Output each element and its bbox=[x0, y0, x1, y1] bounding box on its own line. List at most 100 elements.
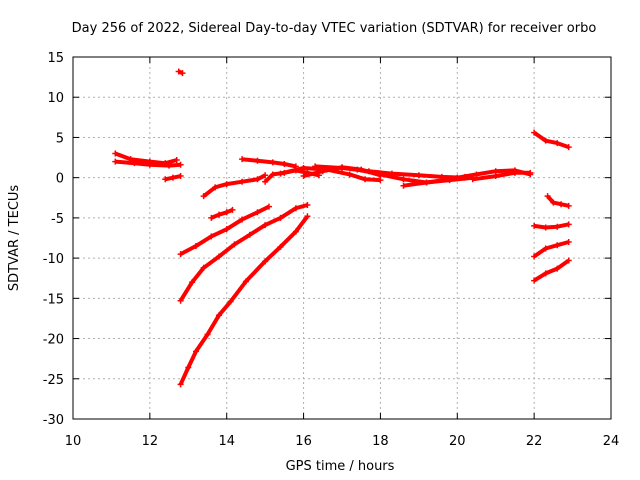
data-point bbox=[223, 226, 230, 233]
trace-sat-t bbox=[546, 194, 570, 208]
y-tick-label: -5 bbox=[51, 212, 64, 227]
data-point bbox=[173, 156, 180, 163]
trace-sat-o bbox=[472, 170, 531, 182]
data-point bbox=[565, 257, 572, 264]
data-point bbox=[242, 278, 249, 285]
data-point bbox=[112, 158, 119, 165]
trace-sat-g bbox=[241, 157, 297, 169]
x-axis-label: GPS time / hours bbox=[286, 459, 395, 474]
data-point bbox=[544, 193, 551, 200]
data-point bbox=[262, 258, 269, 265]
data-point bbox=[542, 224, 549, 231]
data-point bbox=[304, 213, 311, 220]
data-point bbox=[400, 182, 407, 189]
data-point bbox=[223, 181, 230, 188]
data-point bbox=[354, 166, 361, 173]
data-point bbox=[492, 173, 499, 180]
y-tick-label: -10 bbox=[43, 252, 64, 267]
data-point bbox=[304, 202, 311, 209]
data-point bbox=[177, 297, 184, 304]
x-tick-label: 12 bbox=[142, 434, 159, 449]
data-point bbox=[312, 163, 319, 170]
data-point bbox=[300, 165, 307, 172]
x-tick-label: 14 bbox=[218, 434, 235, 449]
data-point bbox=[377, 171, 384, 178]
data-point bbox=[239, 156, 246, 163]
data-point bbox=[246, 231, 253, 238]
data-point bbox=[542, 137, 549, 144]
plot-frame bbox=[72, 56, 612, 420]
data-point bbox=[565, 239, 572, 246]
data-point bbox=[346, 171, 353, 178]
data-point bbox=[175, 68, 182, 75]
data-point bbox=[227, 298, 234, 305]
data-point bbox=[269, 171, 276, 178]
trace-sat-f bbox=[210, 207, 234, 220]
data-point bbox=[254, 157, 261, 164]
grid-lines bbox=[73, 57, 611, 419]
y-tick-label: 0 bbox=[56, 172, 64, 187]
data-point bbox=[277, 214, 284, 221]
data-point bbox=[112, 150, 119, 157]
data-point bbox=[277, 170, 284, 177]
trace-sat-v bbox=[532, 240, 570, 259]
data-point bbox=[189, 279, 196, 286]
data-point bbox=[531, 222, 538, 229]
data-point bbox=[554, 223, 561, 230]
data-point bbox=[254, 176, 261, 183]
trace-sat-e bbox=[202, 173, 267, 198]
chart-title: Day 256 of 2022, Sidereal Day-to-day VTE… bbox=[72, 21, 597, 36]
data-point bbox=[473, 171, 480, 178]
data-point bbox=[446, 176, 453, 183]
data-point bbox=[269, 159, 276, 166]
data-point bbox=[339, 165, 345, 172]
x-tick-label: 18 bbox=[372, 434, 389, 449]
y-tick-label: 15 bbox=[47, 51, 64, 66]
data-point bbox=[550, 199, 557, 206]
data-point bbox=[204, 331, 211, 338]
x-tick-label: 24 bbox=[603, 434, 620, 449]
y-tick-label: -30 bbox=[43, 413, 64, 428]
data-point bbox=[292, 228, 299, 235]
data-point bbox=[319, 168, 326, 175]
data-point bbox=[531, 129, 538, 136]
data-point bbox=[212, 184, 219, 191]
data-point bbox=[423, 179, 430, 186]
data-point bbox=[542, 270, 549, 277]
y-tick-label: -25 bbox=[43, 373, 64, 388]
data-point bbox=[565, 221, 572, 228]
y-tick-label: -15 bbox=[43, 292, 64, 307]
data-point bbox=[527, 169, 534, 176]
data-point bbox=[192, 348, 199, 355]
data-point bbox=[239, 178, 246, 185]
y-tick-label: 10 bbox=[47, 91, 64, 106]
data-point bbox=[146, 161, 153, 168]
data-point bbox=[554, 140, 561, 147]
data-point bbox=[542, 245, 549, 252]
data-point bbox=[565, 202, 572, 209]
data-point bbox=[200, 264, 207, 271]
data-point bbox=[162, 176, 169, 183]
data-point bbox=[262, 172, 269, 179]
data-point bbox=[254, 209, 261, 216]
data-point bbox=[262, 222, 269, 229]
data-point bbox=[177, 173, 184, 180]
data-point bbox=[554, 242, 561, 249]
data-point bbox=[277, 243, 284, 250]
data-point bbox=[169, 174, 176, 181]
x-tick-label: 20 bbox=[449, 434, 466, 449]
y-tick-label: -20 bbox=[43, 333, 64, 348]
data-point bbox=[511, 169, 518, 176]
data-point bbox=[265, 203, 272, 210]
data-point bbox=[216, 312, 223, 319]
data-point bbox=[454, 174, 461, 181]
data-point bbox=[400, 176, 407, 183]
y-tick-label: 5 bbox=[56, 131, 64, 146]
data-point bbox=[281, 160, 288, 167]
data-point bbox=[208, 214, 215, 221]
trace-sat-w bbox=[533, 258, 570, 283]
trace-sat-u bbox=[533, 222, 570, 230]
y-axis-label: SDTVAR / TECUs bbox=[7, 185, 22, 292]
data-point bbox=[179, 70, 186, 77]
